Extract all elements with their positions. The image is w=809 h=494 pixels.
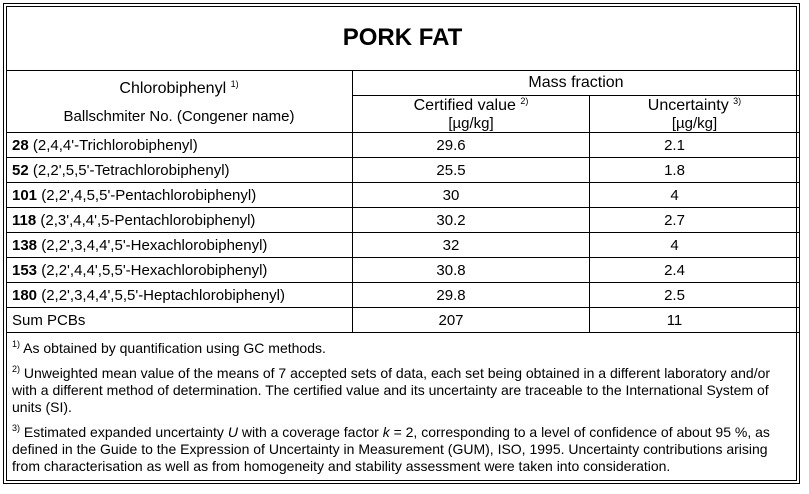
symbol-k: k bbox=[382, 424, 390, 440]
footnote-text: with a coverage factor bbox=[237, 424, 383, 440]
congener-name: (2,2',3,4,4',5,5'-Heptachlorobiphenyl) bbox=[41, 286, 285, 304]
header-col1-line2: Ballschmiter No. (Congener name) bbox=[63, 107, 295, 125]
congener-cell: 138 (2,2',3,4,4',5'-Hexachlorobiphenyl) bbox=[6, 232, 353, 258]
header-chlorobiphenyl: Chlorobiphenyl 1) Ballschmiter No. (Cong… bbox=[6, 70, 353, 133]
certified-value: 25.5 bbox=[352, 157, 590, 183]
footnote-text: As obtained by quantification using GC m… bbox=[23, 340, 326, 356]
table-row: 138 (2,2',3,4,4',5'-Hexachlorobiphenyl) … bbox=[6, 232, 799, 258]
sum-uncertainty: 11 bbox=[589, 307, 799, 333]
ballschmiter-no: 28 bbox=[12, 136, 29, 154]
ballschmiter-no: 180 bbox=[12, 286, 38, 304]
footnote-ref: 3) bbox=[733, 96, 742, 106]
header-col1-line1: Chlorobiphenyl bbox=[119, 79, 227, 97]
congener-name: (2,2',5,5'-Tetrachlorobiphenyl) bbox=[32, 161, 230, 179]
header-certified-value: Certified value 2) [µg/kg] bbox=[352, 95, 590, 133]
footnote-mark: 2) bbox=[12, 364, 21, 374]
uncertainty-value: 2.5 bbox=[589, 282, 799, 308]
congener-cell: 101 (2,2',4,5,5'-Pentachlorobiphenyl) bbox=[6, 182, 353, 208]
congener-cell: 153 (2,2',4,4',5,5'-Hexachlorobiphenyl) bbox=[6, 257, 353, 283]
footnote-mark: 3) bbox=[12, 423, 21, 433]
certified-value: 32 bbox=[352, 232, 590, 258]
congener-cell: 180 (2,2',3,4,4',5,5'-Heptachlorobipheny… bbox=[6, 282, 353, 308]
sum-row: Sum PCBs 207 11 bbox=[6, 307, 799, 333]
uncertainty-value: 2.4 bbox=[589, 257, 799, 283]
footnote-ref: 1) bbox=[230, 78, 239, 89]
table-row: 118 (2,3',4,4',5-Pentachlorobiphenyl) 30… bbox=[6, 207, 799, 233]
uncertainty-value: 1.8 bbox=[589, 157, 799, 183]
congener-cell: 28 (2,4,4'-Trichlorobiphenyl) bbox=[6, 132, 353, 158]
table-title: PORK FAT bbox=[6, 6, 799, 71]
table-row: 101 (2,2',4,5,5'-Pentachlorobiphenyl) 30… bbox=[6, 182, 799, 208]
table-row: 28 (2,4,4'-Trichlorobiphenyl) 29.6 2.1 bbox=[6, 132, 799, 158]
uncertainty-value: 2.1 bbox=[589, 132, 799, 158]
uncertainty-value: 4 bbox=[589, 232, 799, 258]
uncertainty-value: 4 bbox=[589, 182, 799, 208]
certified-value: 30 bbox=[352, 182, 590, 208]
footnote-mark: 1) bbox=[12, 339, 21, 349]
ballschmiter-no: 101 bbox=[12, 186, 38, 204]
footnotes: 1) As obtained by quantification using G… bbox=[6, 332, 799, 481]
sum-label: Sum PCBs bbox=[6, 307, 353, 333]
ballschmiter-no: 153 bbox=[12, 261, 38, 279]
congener-name: (2,2',4,4',5,5'-Hexachlorobiphenyl) bbox=[41, 261, 268, 279]
footnote-text: = 2, corresponding to a level of confide… bbox=[12, 424, 770, 474]
congener-name: (2,2',3,4,4',5'-Hexachlorobiphenyl) bbox=[41, 236, 268, 254]
certified-value: 30.8 bbox=[352, 257, 590, 283]
congener-name: (2,3',4,4',5-Pentachlorobiphenyl) bbox=[40, 211, 256, 229]
table-row: 180 (2,2',3,4,4',5,5'-Heptachlorobipheny… bbox=[6, 282, 799, 308]
footnote-text: Unweighted mean value of the means of 7 … bbox=[12, 365, 771, 415]
ballschmiter-no: 138 bbox=[12, 236, 38, 254]
congener-cell: 52 (2,2',5,5'-Tetrachlorobiphenyl) bbox=[6, 157, 353, 183]
certified-value: 30.2 bbox=[352, 207, 590, 233]
certified-value: 29.6 bbox=[352, 132, 590, 158]
header-uncertainty-unit: [µg/kg] bbox=[671, 115, 718, 132]
table-row: 52 (2,2',5,5'-Tetrachlorobiphenyl) 25.5 … bbox=[6, 157, 799, 183]
symbol-u: U bbox=[227, 424, 238, 440]
certified-value: 29.8 bbox=[352, 282, 590, 308]
table-row: 153 (2,2',4,4',5,5'-Hexachlorobiphenyl) … bbox=[6, 257, 799, 283]
footnote-ref: 2) bbox=[520, 96, 529, 106]
ballschmiter-no: 118 bbox=[12, 211, 37, 229]
sum-value: 207 bbox=[352, 307, 590, 333]
footnote-2: 2) Unweighted mean value of the means of… bbox=[12, 361, 793, 416]
congener-cell: 118 (2,3',4,4',5-Pentachlorobiphenyl) bbox=[6, 207, 353, 233]
ballschmiter-no: 52 bbox=[12, 161, 29, 179]
header-uncertainty: Uncertainty 3) [µg/kg] bbox=[589, 95, 799, 133]
header-uncertainty-label: Uncertainty bbox=[647, 97, 729, 114]
uncertainty-value: 2.7 bbox=[589, 207, 799, 233]
congener-name: (2,2',4,5,5'-Pentachlorobiphenyl) bbox=[41, 186, 257, 204]
pork-fat-table: PORK FAT Chlorobiphenyl 1) Ballschmiter … bbox=[6, 6, 799, 481]
footnote-text: Estimated expanded uncertainty bbox=[23, 424, 228, 440]
header-certified-label: Certified value bbox=[413, 97, 516, 114]
header-certified-unit: [µg/kg] bbox=[448, 115, 494, 132]
header-mass-fraction: Mass fraction bbox=[352, 70, 799, 96]
congener-name: (2,4,4'-Trichlorobiphenyl) bbox=[32, 136, 198, 154]
footnote-1: 1) As obtained by quantification using G… bbox=[12, 336, 793, 357]
footnote-3: 3) Estimated expanded uncertainty U with… bbox=[12, 420, 793, 475]
